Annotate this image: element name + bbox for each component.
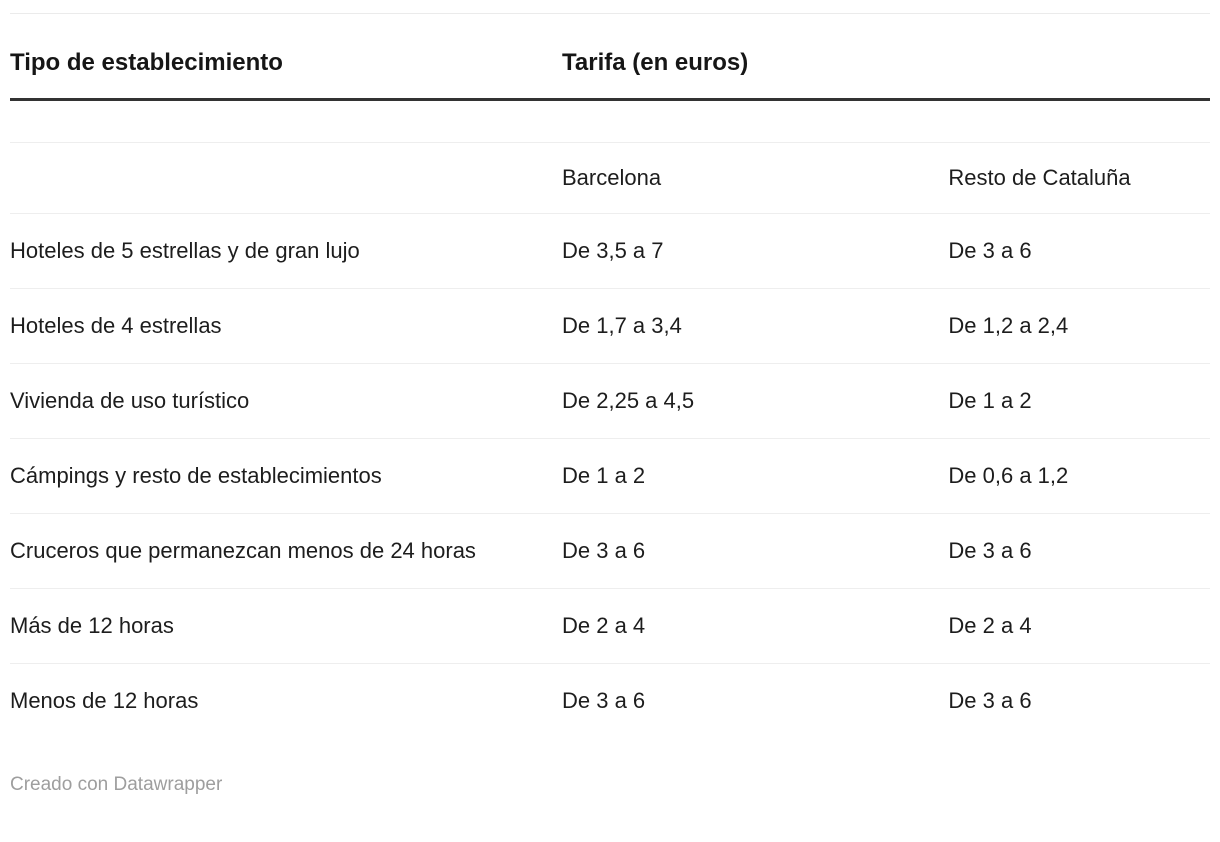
- cell-barcelona: De 3 a 6: [562, 688, 646, 713]
- table-row: Vivienda de uso turístico De 2,25 a 4,5 …: [10, 363, 1210, 439]
- cell-barcelona: De 3,5 a 7: [562, 213, 949, 289]
- column-header-establecimiento: Tipo de establecimiento: [10, 13, 562, 101]
- cell-tipo: Cámpings y resto de establecimientos: [10, 438, 562, 514]
- table-header-row: Tipo de establecimiento Tarifa (en euros…: [10, 13, 1210, 101]
- cell-resto: De 0,6 a 1,2: [948, 438, 1210, 514]
- cell-tipo: Menos de 12 horas: [10, 688, 199, 713]
- cell-barcelona: De 2,25 a 4,5: [562, 363, 949, 439]
- table-row: Cámpings y resto de establecimientos De …: [10, 438, 1210, 514]
- spacer-cell: [562, 99, 949, 143]
- subheader-barcelona: Barcelona: [562, 142, 949, 214]
- table-row: Hoteles de 5 estrellas y de gran lujo De…: [10, 213, 1210, 289]
- cell-resto: De 3 a 6: [948, 513, 1210, 589]
- table-chart-container: Tipo de establecimiento Tarifa (en euros…: [10, 13, 1210, 795]
- cell-resto: De 3 a 6: [948, 688, 1032, 713]
- cell-tipo: Cruceros que permanezcan menos de 24 hor…: [10, 513, 562, 589]
- spacer-cell: [948, 99, 1210, 143]
- spacer-cell: [10, 99, 562, 143]
- cell-resto: De 3 a 6: [948, 213, 1210, 289]
- table-row: Más de 12 horas De 2 a 4 De 2 a 4: [10, 588, 1210, 664]
- subheader-empty-cell: [10, 142, 562, 214]
- cell-barcelona: De 2 a 4: [562, 588, 949, 664]
- cell-barcelona: De 1 a 2: [562, 438, 949, 514]
- tariff-table: Tipo de establecimiento Tarifa (en euros…: [10, 13, 1210, 738]
- cell-barcelona: De 3 a 6: [562, 513, 949, 589]
- cell-resto: De 2 a 4: [948, 588, 1210, 664]
- subheader-resto-cataluna: Resto de Cataluña: [948, 142, 1210, 214]
- cell-tipo: Más de 12 horas: [10, 588, 562, 664]
- cell-resto: De 1 a 2: [948, 363, 1210, 439]
- cell-tipo: Hoteles de 4 estrellas: [10, 288, 562, 364]
- column-header-tarifa: Tarifa (en euros): [562, 13, 1210, 101]
- cell-barcelona: De 1,7 a 3,4: [562, 288, 949, 364]
- cell-tipo: Vivienda de uso turístico: [10, 363, 562, 439]
- cell-resto: De 1,2 a 2,4: [948, 288, 1210, 364]
- spacer-row: [10, 99, 1210, 143]
- table-row: Hoteles de 4 estrellas De 1,7 a 3,4 De 1…: [10, 288, 1210, 364]
- table-row: Cruceros que permanezcan menos de 24 hor…: [10, 513, 1210, 589]
- datawrapper-credit: Creado con Datawrapper: [10, 774, 223, 795]
- table-row: Menos de 12 horas De 3 a 6 De 3 a 6: [10, 664, 1210, 739]
- subheader-row: Barcelona Resto de Cataluña: [10, 142, 1210, 214]
- cell-tipo: Hoteles de 5 estrellas y de gran lujo: [10, 213, 562, 289]
